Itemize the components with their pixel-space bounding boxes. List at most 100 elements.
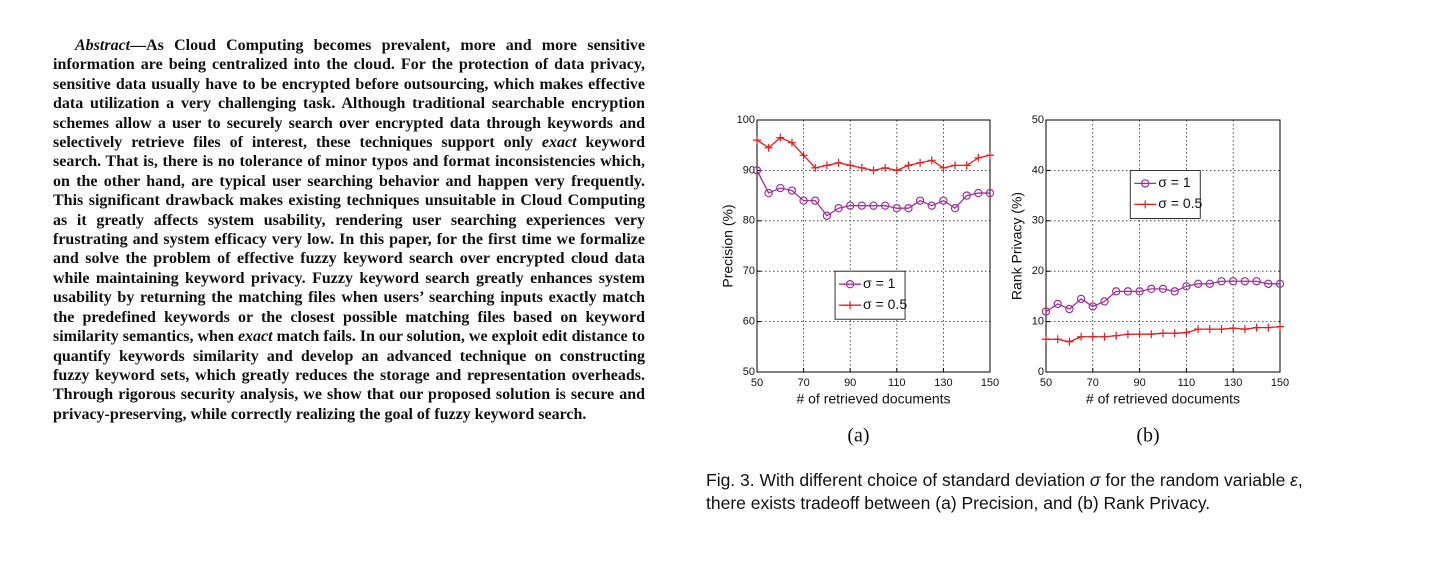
x-tick-label: 70 (797, 377, 809, 389)
point (787, 138, 796, 147)
x-tick-label: 150 (981, 377, 999, 389)
point (869, 201, 878, 210)
point (1147, 330, 1156, 339)
point (1158, 284, 1168, 294)
point (1135, 287, 1144, 296)
y-tick-label: 90 (743, 164, 755, 176)
text-run: for the random variable (1100, 470, 1291, 490)
text-run: σ (1089, 470, 1101, 490)
text-run: exact (237, 328, 273, 346)
y-tick-label: 40 (1032, 164, 1044, 176)
point (951, 161, 960, 170)
point (950, 203, 960, 213)
point (904, 161, 913, 170)
point (834, 203, 843, 213)
point (1264, 279, 1273, 288)
text-run: exact (541, 134, 577, 152)
text-run: Fig. 3. With different choice of standar… (706, 470, 1090, 490)
abstract: Abstract—As Cloud Computing becomes prev… (53, 36, 645, 424)
y-axis-label: Rank Privacy (%) (1009, 192, 1025, 300)
point (986, 151, 994, 160)
legend-label: σ = 1 (1158, 174, 1191, 190)
point (1100, 332, 1109, 341)
point (1217, 277, 1226, 286)
panel-label: (a) (847, 425, 869, 447)
point (1076, 294, 1086, 304)
point (904, 203, 913, 213)
text-run: , there exists tradeoff between (a) Prec… (706, 470, 1303, 513)
text-run: Abstract (75, 37, 131, 54)
legend-label: σ = 0.5 (863, 296, 907, 312)
y-tick-label: 70 (743, 265, 755, 277)
y-tick-label: 30 (1032, 215, 1044, 227)
point (753, 136, 761, 145)
point (927, 201, 936, 210)
point (1276, 322, 1284, 331)
text-run: ε (1290, 470, 1298, 490)
point (846, 301, 855, 310)
point (764, 143, 773, 152)
point (1100, 297, 1109, 306)
point (857, 201, 867, 210)
point (1228, 277, 1238, 286)
point (1123, 287, 1133, 296)
text-run: match fails. In our solution, we exploit… (53, 328, 646, 423)
x-tick-label: 50 (751, 377, 763, 389)
legend (1129, 169, 1201, 219)
x-tick-label: 70 (1087, 377, 1099, 389)
point (962, 191, 971, 200)
point (1053, 335, 1062, 344)
x-tick-label: 130 (934, 377, 952, 389)
point (776, 183, 785, 193)
point (1182, 328, 1191, 337)
y-tick-label: 60 (743, 316, 755, 328)
point (1275, 279, 1285, 288)
point (1240, 277, 1250, 286)
point (1217, 325, 1226, 334)
point (916, 158, 925, 167)
y-tick-label: 100 (737, 114, 755, 126)
point (1088, 302, 1098, 311)
point (846, 201, 855, 210)
point (1252, 277, 1261, 286)
point (1159, 329, 1167, 338)
point (1205, 279, 1215, 288)
y-tick-label: 10 (1032, 316, 1044, 328)
point (1088, 332, 1097, 341)
point (1123, 330, 1132, 339)
point (915, 196, 925, 205)
point (822, 211, 832, 220)
point (857, 163, 866, 172)
point (846, 161, 855, 170)
plot-frame (756, 119, 991, 373)
point (1170, 329, 1179, 338)
point (939, 163, 948, 172)
x-tick-label: 90 (844, 377, 856, 389)
point (1194, 325, 1203, 334)
point (880, 201, 890, 210)
plot-frame (1045, 119, 1281, 373)
x-tick-label: 110 (888, 377, 906, 389)
point (834, 158, 843, 167)
point (1111, 287, 1121, 296)
point (1240, 325, 1249, 334)
point (1229, 324, 1238, 333)
legend (834, 270, 906, 320)
panel-label: (b) (1136, 425, 1159, 447)
y-tick-label: 20 (1032, 265, 1044, 277)
point (974, 153, 983, 162)
point (927, 156, 936, 165)
point (799, 196, 808, 205)
point (881, 163, 890, 172)
point (939, 196, 948, 205)
point (1147, 284, 1156, 294)
point (811, 196, 820, 205)
point (1065, 304, 1074, 314)
point (764, 188, 773, 198)
y-tick-label: 80 (743, 215, 755, 227)
point (974, 188, 983, 198)
point (892, 166, 901, 175)
point (1077, 332, 1086, 341)
